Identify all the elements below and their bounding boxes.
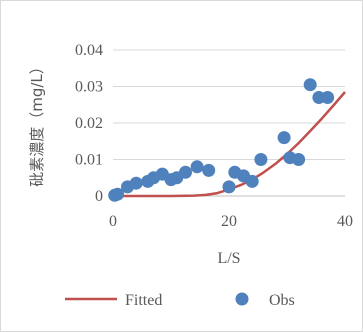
x-tick-label: 0 bbox=[109, 213, 117, 230]
grid-lines bbox=[113, 49, 345, 160]
x-axis-label: L/S bbox=[217, 250, 240, 267]
y-tick-label: 0.02 bbox=[75, 115, 103, 132]
obs-series bbox=[108, 78, 335, 202]
y-tick-label: 0 bbox=[95, 188, 103, 205]
y-axis-label: 砒素濃度（mg/L） bbox=[28, 59, 46, 187]
legend-obs-swatch bbox=[235, 292, 249, 306]
y-tick-label: 0.01 bbox=[75, 152, 103, 169]
legend-fitted-label: Fitted bbox=[125, 292, 162, 309]
y-tick-label: 0.04 bbox=[75, 42, 103, 59]
obs-point bbox=[111, 187, 125, 201]
obs-point bbox=[292, 153, 306, 166]
obs-point bbox=[245, 174, 259, 188]
obs-point bbox=[277, 131, 291, 145]
legend: Fitted Obs bbox=[65, 292, 295, 309]
obs-point bbox=[303, 78, 317, 92]
tick-labels: 0 0.01 0.02 0.03 0.04 0 20 40 bbox=[75, 42, 353, 230]
obs-point bbox=[321, 91, 335, 104]
legend-obs-label: Obs bbox=[269, 292, 295, 309]
obs-point bbox=[129, 176, 143, 190]
x-tick-label: 20 bbox=[221, 213, 237, 230]
obs-point bbox=[179, 165, 192, 179]
obs-point bbox=[222, 180, 236, 194]
obs-point bbox=[202, 163, 216, 177]
y-tick-label: 0.03 bbox=[75, 79, 103, 96]
x-tick-label: 40 bbox=[337, 213, 353, 230]
obs-point bbox=[190, 160, 204, 174]
obs-point bbox=[254, 153, 268, 166]
y-axis-label-group: 砒素濃度（mg/L） bbox=[28, 59, 46, 187]
